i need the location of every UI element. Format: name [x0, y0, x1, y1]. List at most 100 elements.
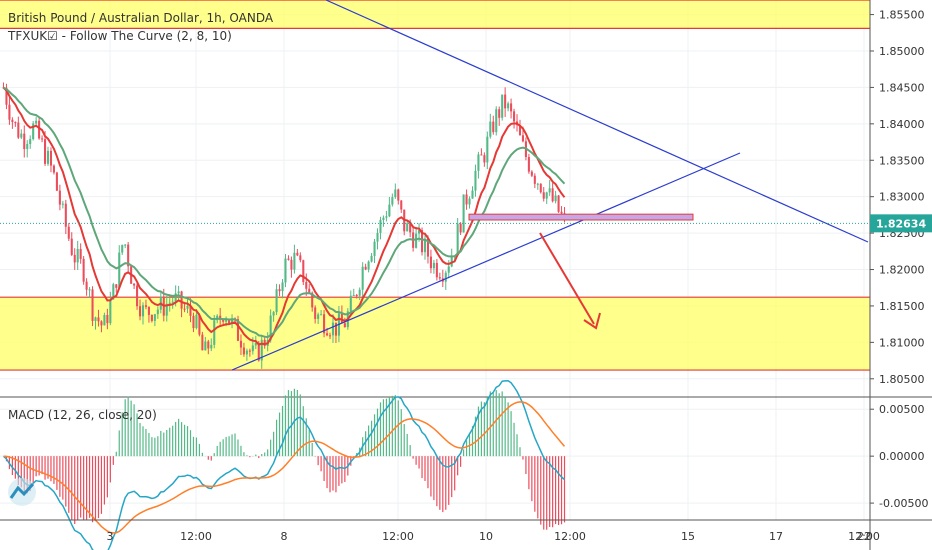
macd-signal-line: [3, 401, 566, 534]
candle-body: [352, 294, 355, 296]
candle-body: [489, 121, 492, 137]
candle-body: [242, 347, 245, 355]
ascending-trendline[interactable]: [231, 152, 741, 371]
price-tick-label: 1.81500: [879, 300, 925, 313]
candle-body: [189, 305, 192, 316]
candle-body: [192, 315, 195, 329]
fast-curve-line: [2, 86, 566, 346]
candle-body: [219, 315, 222, 320]
price-tick-label: 1.85000: [879, 45, 925, 58]
candle-body: [103, 314, 106, 326]
candle-body: [468, 198, 471, 205]
candle-body: [85, 281, 88, 290]
price-tick-label: 1.83500: [879, 154, 925, 167]
macd-tick-label: 0.00500: [879, 403, 925, 416]
candle-body: [400, 200, 403, 210]
candle-body: [397, 189, 400, 201]
candle-body: [109, 299, 112, 324]
candle-body: [545, 192, 548, 199]
candle-body: [533, 175, 536, 184]
candle-body: [61, 203, 64, 205]
symbol-title: British Pound / Australian Dollar, 1h, O…: [8, 11, 274, 25]
candle-body: [231, 318, 234, 324]
candle-body: [150, 314, 153, 321]
candle-body: [106, 314, 109, 324]
candle-body: [49, 150, 53, 166]
candle-body: [456, 223, 459, 256]
candle-body: [195, 314, 198, 329]
candle-body: [174, 293, 177, 302]
candle-body: [26, 144, 29, 150]
price-tick-label: 1.82000: [879, 264, 925, 277]
candle-body: [557, 195, 560, 212]
macd-tick-label: 0.00000: [879, 450, 925, 463]
candle-body: [11, 119, 14, 123]
price-tick-label: 1.83000: [879, 191, 925, 204]
candle-body: [340, 313, 343, 324]
candle-body: [367, 261, 370, 270]
candle-body: [364, 266, 367, 270]
candle-body: [88, 289, 91, 291]
macd-title: MACD (12, 26, close, 20): [8, 408, 157, 422]
candle-body: [207, 341, 210, 349]
candle-body: [299, 255, 302, 261]
descending-trendline[interactable]: [325, 0, 869, 243]
price-tick-label: 1.84500: [879, 81, 925, 94]
candle-body: [168, 302, 171, 304]
chart-grid: [0, 0, 870, 520]
candle-body: [35, 120, 38, 124]
candle-body: [52, 165, 55, 173]
candle-body: [361, 266, 364, 290]
candle-body: [326, 333, 329, 336]
candle-body: [358, 289, 361, 296]
candle-body: [483, 155, 486, 163]
price-tick-label: 1.85500: [879, 9, 925, 22]
indicator-title: TFXUK☑ - Follow The Curve (2, 8, 10): [7, 29, 232, 43]
candle-body: [504, 94, 507, 109]
candle-body: [44, 139, 47, 164]
candle-body: [14, 122, 17, 124]
candle-body: [124, 244, 127, 246]
bearish-arrow[interactable]: [539, 232, 601, 330]
price-tick-label: 1.80500: [879, 373, 925, 386]
macd-tick-label: -0.00500: [879, 497, 928, 510]
candle-body: [210, 344, 213, 349]
candle-body: [328, 335, 332, 337]
candle-body: [17, 122, 20, 138]
candle-body: [406, 223, 409, 232]
candle-body: [144, 305, 148, 307]
candle-body: [32, 123, 35, 140]
candle-body: [521, 135, 524, 142]
candle-body: [480, 154, 483, 156]
candle-body: [177, 291, 180, 294]
price-scale[interactable]: 1.805001.810001.815001.820001.825001.830…: [870, 9, 925, 386]
candle-body: [127, 244, 130, 267]
candle-body: [465, 194, 468, 205]
candle-body: [275, 289, 278, 313]
macd-scale[interactable]: 0.00500 0.00000 -0.00500: [870, 403, 928, 510]
candle-body: [426, 238, 430, 257]
candle-body: [551, 188, 554, 202]
candle-body: [355, 294, 358, 296]
candle-body: [513, 111, 516, 122]
resistance-box[interactable]: [468, 213, 694, 221]
candle-body: [507, 103, 510, 109]
last-price-badge: 1.82634: [870, 214, 932, 233]
candle-body: [228, 319, 231, 324]
candle-body: [251, 345, 254, 352]
time-tick-label: 12:00: [180, 530, 212, 543]
candle-body: [254, 342, 257, 346]
candle-body: [269, 315, 272, 341]
candle-body: [171, 301, 174, 303]
last-price-label: 1.82634: [876, 217, 926, 230]
candle-body: [287, 258, 290, 260]
candle-body: [248, 350, 251, 352]
candle-body: [55, 172, 58, 191]
candle-body: [314, 307, 317, 319]
candle-body: [334, 322, 337, 336]
candle-body: [317, 314, 320, 319]
candle-body: [112, 284, 115, 300]
candle-body: [370, 255, 373, 262]
